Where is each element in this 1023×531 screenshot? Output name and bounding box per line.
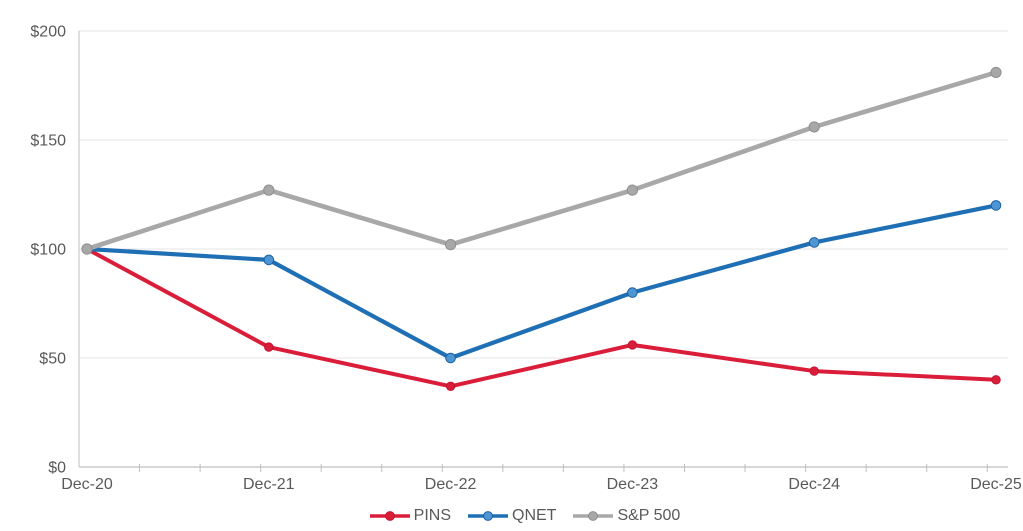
- data-point-marker-qnet: [263, 254, 275, 266]
- series-line-s-p-500: [84, 70, 999, 252]
- legend-item-s-p-500: S&P 500: [572, 508, 680, 524]
- data-point-marker-s-p-500: [445, 239, 457, 251]
- legend-key-icon-s-p-500: [573, 511, 614, 521]
- legend-label: PINS: [413, 507, 451, 524]
- x-axis-category-label: Dec-22: [425, 476, 477, 493]
- x-axis-category-label: Dec-21: [243, 476, 295, 493]
- data-point-marker-pins: [991, 375, 1001, 385]
- data-point-marker-qnet: [990, 200, 1002, 211]
- legend-item-pins: PINS: [369, 508, 451, 524]
- data-point-marker-qnet: [445, 352, 456, 364]
- legend-marker-sample: [483, 511, 493, 521]
- x-axis-category-label: Dec-20: [61, 476, 113, 493]
- legend-label: QNET: [512, 507, 557, 524]
- data-point-marker-s-p-500: [626, 184, 639, 196]
- chart-legend: PINS QNET S&P 500: [0, 503, 1023, 529]
- legend-marker-sample: [384, 511, 395, 521]
- data-point-marker-qnet: [627, 287, 638, 298]
- y-axis-tick-label: $0: [48, 460, 66, 477]
- x-axis-category-label: Dec-25: [970, 476, 1022, 493]
- data-point-marker-s-p-500: [81, 243, 93, 255]
- data-point-marker-s-p-500: [263, 184, 275, 196]
- data-point-marker-pins: [809, 366, 819, 376]
- data-point-marker-s-p-500: [808, 121, 820, 133]
- y-axis-tick-label: $100: [30, 242, 66, 259]
- legend-label: S&P 500: [617, 507, 681, 524]
- y-axis-tick-label: $50: [39, 351, 66, 368]
- legend-key-icon-qnet: [468, 511, 508, 521]
- data-point-marker-s-p-500: [990, 66, 1002, 79]
- x-axis-category-label: Dec-24: [788, 476, 840, 493]
- legend-marker-sample: [588, 511, 599, 521]
- series-line-qnet: [84, 203, 999, 361]
- series-line-pins: [85, 247, 998, 389]
- data-point-marker-qnet: [808, 237, 820, 248]
- data-point-marker-pins: [264, 342, 274, 352]
- performance-line-chart: $0 $50 $100 $150 $200 Dec-20 Dec-21 Dec-22 Dec-2…: [30, 24, 1022, 494]
- y-axis-tick-label: $150: [30, 133, 66, 150]
- x-axis-category-label: Dec-23: [607, 476, 659, 493]
- y-axis-tick-label: $200: [30, 24, 66, 41]
- legend-item-qnet: QNET: [467, 508, 556, 524]
- data-point-marker-pins: [445, 381, 456, 392]
- legend-key-icon-pins: [369, 511, 410, 521]
- data-point-marker-pins: [627, 340, 638, 350]
